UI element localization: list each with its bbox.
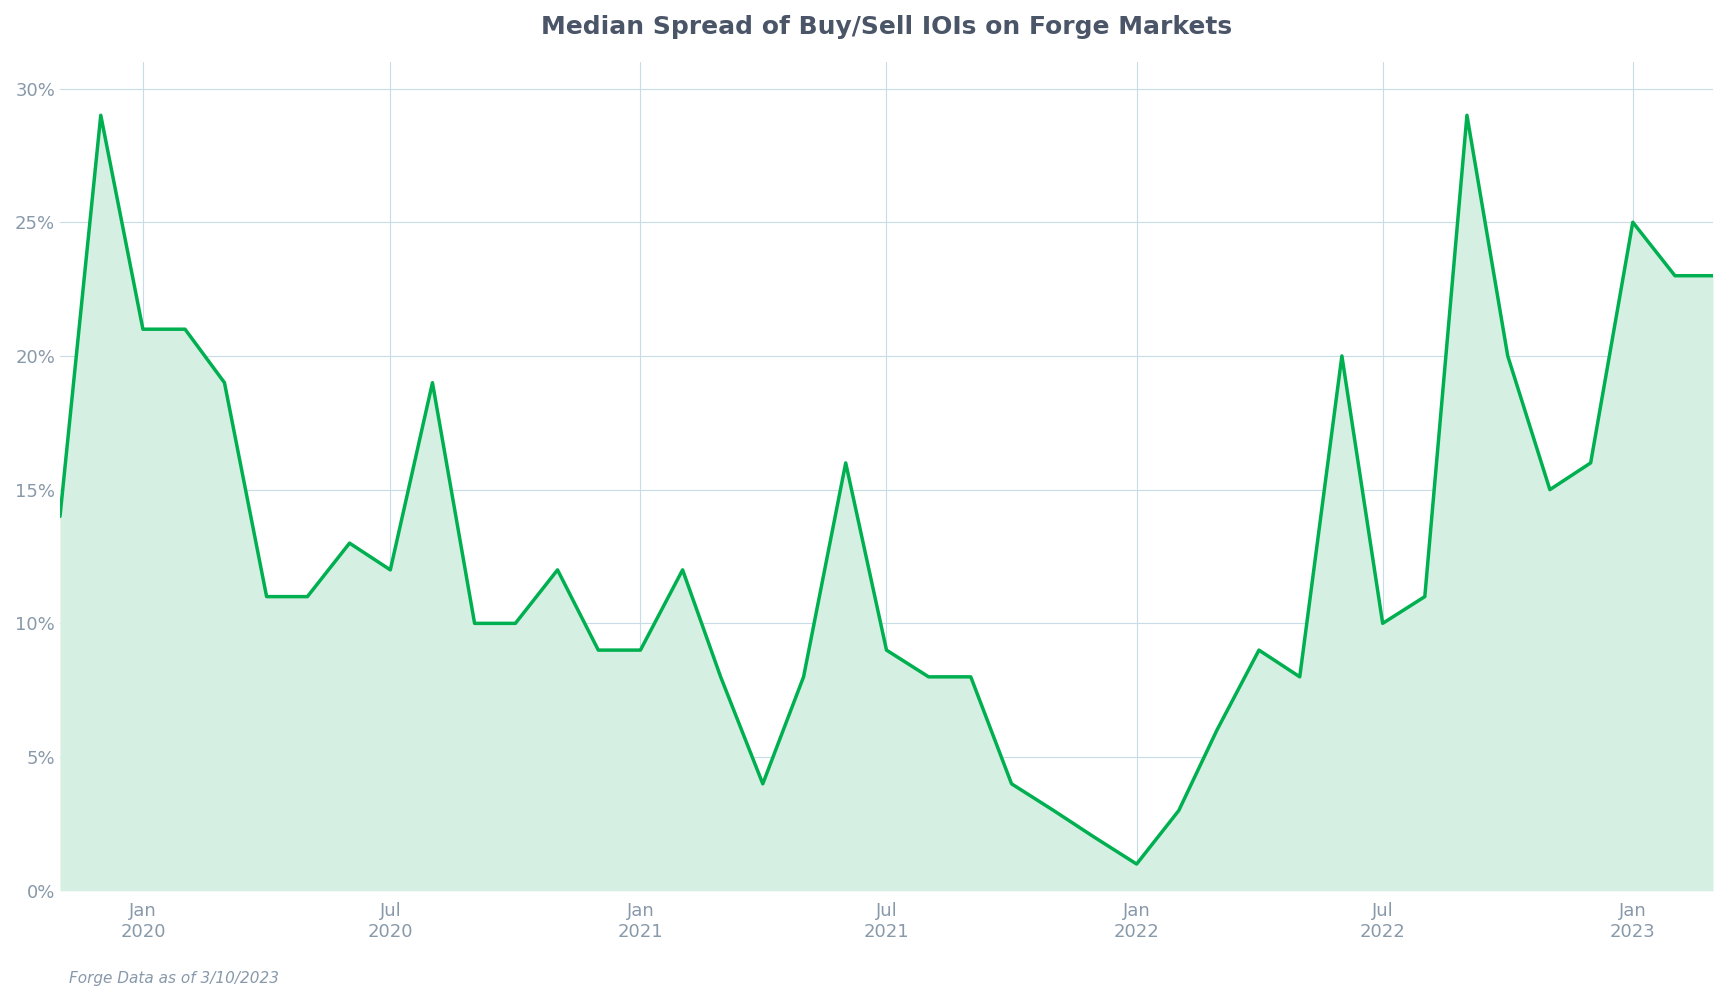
Text: Forge Data as of 3/10/2023: Forge Data as of 3/10/2023: [69, 971, 280, 986]
Title: Median Spread of Buy/Sell IOIs on Forge Markets: Median Spread of Buy/Sell IOIs on Forge …: [541, 15, 1232, 39]
